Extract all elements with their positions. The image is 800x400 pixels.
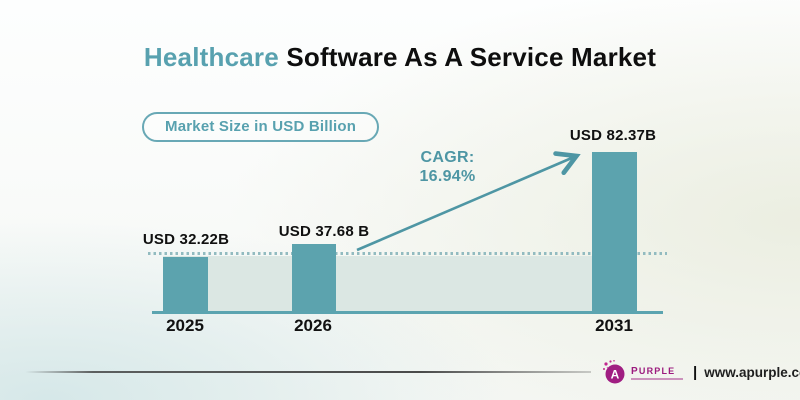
bar-2026	[292, 244, 336, 311]
x-axis-line	[152, 311, 663, 314]
year-label-2031: 2031	[595, 316, 633, 335]
website-block: | www.apurple.co	[693, 364, 800, 381]
value-label-2025: USD 32.22B	[142, 231, 230, 248]
brand-tagline-bar	[631, 378, 683, 380]
year-label-2026: 2026	[294, 316, 332, 335]
year-label-2025: 2025	[166, 316, 204, 335]
footer-divider	[25, 371, 591, 373]
unit-badge-label: Market Size in USD Billion	[165, 118, 357, 135]
cagr-label: CAGR: 16.94%	[385, 148, 510, 186]
brand-logo: A Purple | www.apurple.co	[602, 358, 800, 386]
cagr-label-line1: CAGR:	[420, 149, 475, 166]
value-label-2026: USD 37.68 B	[278, 223, 370, 240]
unit-badge: Market Size in USD Billion	[142, 112, 380, 142]
brand-wordmark: Purple	[631, 361, 683, 380]
reference-band	[163, 256, 637, 311]
bar-2031	[592, 152, 637, 311]
website-separator: |	[693, 363, 698, 381]
reference-dotted-line	[148, 252, 667, 255]
cagr-label-line2: 16.94%	[419, 168, 476, 185]
bar-2025	[163, 257, 208, 311]
title-rest: Software As A Service Market	[278, 42, 657, 72]
brand-logo-icon: A	[603, 360, 625, 384]
brand-name: Purple	[631, 361, 676, 377]
brand-initial: A	[611, 368, 620, 382]
website-link: www.apurple.co	[704, 364, 800, 380]
value-label-2031: USD 82.37B	[569, 127, 657, 144]
title-highlight: Healthcare	[143, 42, 279, 72]
page-title: Healthcare Software As A Service Market	[0, 42, 800, 73]
